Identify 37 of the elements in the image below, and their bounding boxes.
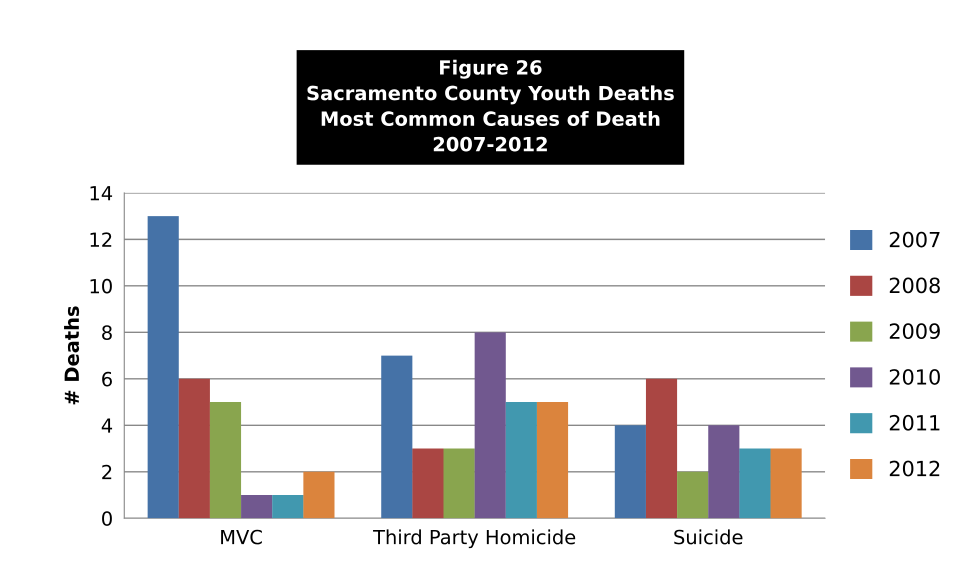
bar xyxy=(210,402,242,518)
bar xyxy=(148,216,179,518)
bar xyxy=(614,425,646,518)
bar xyxy=(381,356,412,518)
legend-label: 2011 xyxy=(890,414,940,431)
legend-label: 2010 xyxy=(890,369,940,385)
bar xyxy=(412,448,444,518)
bar xyxy=(708,425,740,518)
bar xyxy=(536,402,568,518)
bar xyxy=(506,402,537,518)
bar xyxy=(474,332,506,518)
y-tick-label: 0 xyxy=(102,511,112,526)
y-tick-label: 10 xyxy=(90,278,112,294)
x-tick-label: MVC xyxy=(221,530,262,544)
y-tick-label: 12 xyxy=(90,232,112,247)
y-tick-label: 2 xyxy=(102,464,112,480)
bar xyxy=(272,495,304,518)
bar xyxy=(178,378,210,518)
chart-title: Figure 26 Sacramento County Youth Deaths Most Common Causes of Death 2007-2012 xyxy=(307,60,674,152)
y-tick-label: 14 xyxy=(90,186,112,200)
legend-label: 2009 xyxy=(890,323,940,340)
legend-label: 2012 xyxy=(890,460,940,476)
bar xyxy=(770,448,802,518)
y-tick-label: 4 xyxy=(102,418,112,433)
bar xyxy=(303,472,335,518)
bar xyxy=(646,378,678,518)
y-axis-title: # Deaths xyxy=(64,306,80,404)
bar xyxy=(444,448,475,518)
bar xyxy=(241,495,272,518)
bar xyxy=(739,448,771,518)
y-tick-label: 6 xyxy=(102,372,112,386)
legend-label: 2008 xyxy=(890,277,940,294)
x-tick-label: Suicide xyxy=(674,529,742,544)
x-tick-label: Third Party Homicide xyxy=(373,529,576,548)
bar xyxy=(677,472,708,518)
legend-label: 2007 xyxy=(890,232,940,248)
y-tick-label: 8 xyxy=(102,325,112,340)
